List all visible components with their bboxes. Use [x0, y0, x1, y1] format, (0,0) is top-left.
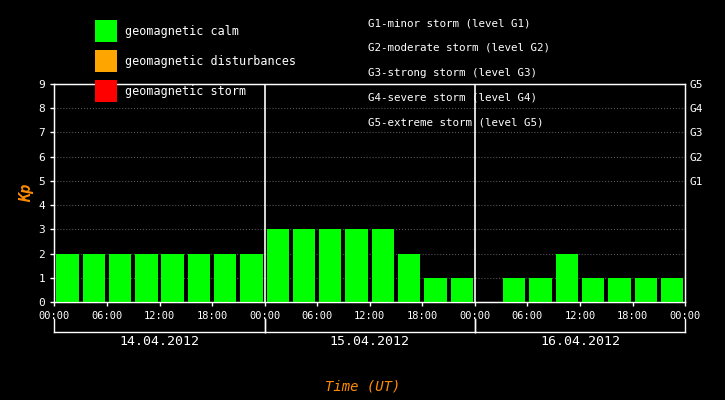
Bar: [293, 229, 315, 302]
Bar: [372, 229, 394, 302]
Text: 15.04.2012: 15.04.2012: [330, 335, 410, 348]
Bar: [555, 254, 578, 302]
Bar: [503, 278, 526, 302]
Text: 16.04.2012: 16.04.2012: [540, 335, 620, 348]
Bar: [109, 254, 131, 302]
Bar: [83, 254, 105, 302]
Text: G1-minor storm (level G1): G1-minor storm (level G1): [368, 18, 531, 28]
Bar: [660, 278, 683, 302]
Bar: [529, 278, 552, 302]
Text: 14.04.2012: 14.04.2012: [120, 335, 199, 348]
Text: geomagnetic disturbances: geomagnetic disturbances: [125, 54, 297, 68]
Text: geomagnetic calm: geomagnetic calm: [125, 24, 239, 38]
Bar: [319, 229, 341, 302]
Text: G2-moderate storm (level G2): G2-moderate storm (level G2): [368, 43, 550, 53]
Bar: [135, 254, 157, 302]
Text: G5-extreme storm (level G5): G5-extreme storm (level G5): [368, 117, 544, 127]
Bar: [582, 278, 605, 302]
Bar: [345, 229, 368, 302]
Bar: [634, 278, 657, 302]
Bar: [450, 278, 473, 302]
Bar: [57, 254, 79, 302]
Bar: [608, 278, 631, 302]
Bar: [424, 278, 447, 302]
Text: G3-strong storm (level G3): G3-strong storm (level G3): [368, 68, 537, 78]
Y-axis label: Kp: Kp: [20, 184, 34, 202]
Text: Time (UT): Time (UT): [325, 380, 400, 394]
Bar: [214, 254, 236, 302]
Text: G4-severe storm (level G4): G4-severe storm (level G4): [368, 92, 537, 102]
Bar: [188, 254, 210, 302]
Bar: [240, 254, 262, 302]
Text: geomagnetic storm: geomagnetic storm: [125, 84, 247, 98]
Bar: [398, 254, 420, 302]
Bar: [267, 229, 289, 302]
Bar: [162, 254, 184, 302]
